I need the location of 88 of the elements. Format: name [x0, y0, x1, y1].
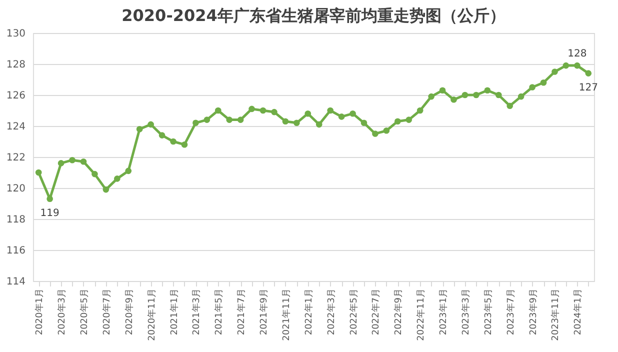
x-tick-label: 2022年9月: [393, 288, 404, 336]
point: [327, 107, 334, 114]
point: [204, 116, 210, 123]
point: [439, 87, 446, 94]
point: [226, 116, 233, 123]
point: [394, 118, 401, 125]
x-tick-label: 2023年5月: [482, 288, 494, 336]
point: [148, 121, 154, 128]
y-tick-label: 122: [6, 152, 26, 164]
x-tick-label: 2022年1月: [303, 288, 314, 336]
point: [158, 132, 166, 138]
point: [450, 96, 457, 103]
point: [125, 168, 132, 174]
point: [338, 114, 345, 120]
y-tick-label: 116: [6, 246, 26, 256]
point: [540, 79, 547, 86]
point: [518, 93, 524, 100]
x-tick-label: 2021年11月: [280, 288, 292, 341]
point: [114, 176, 120, 182]
point: [406, 116, 412, 123]
point: [562, 62, 570, 69]
y-tick-label: 124: [6, 122, 26, 132]
point: [92, 170, 98, 178]
point: [58, 160, 64, 166]
point: [574, 62, 580, 69]
point: [69, 156, 76, 164]
point: [237, 116, 244, 123]
point: [170, 138, 176, 145]
point: [552, 68, 558, 75]
point: [136, 126, 143, 132]
x-tick-label: 2020年7月: [101, 288, 112, 336]
y-tick-label: 118: [6, 214, 26, 226]
point: [214, 107, 222, 114]
x-tick-label: 2023年1月: [438, 288, 450, 336]
x-tick-label: 2020年9月: [124, 288, 135, 336]
data-label: 127: [578, 82, 598, 94]
point: [462, 92, 468, 98]
point: [416, 107, 424, 114]
x-tick-label: 2023年9月: [528, 288, 539, 336]
point: [585, 70, 592, 76]
x-tick-label: 2020年11月: [146, 288, 158, 341]
point: [428, 93, 434, 100]
x-tick-label: 2023年11月: [550, 288, 562, 341]
point: [529, 84, 536, 90]
point: [80, 158, 87, 165]
x-tick-label: 2020年5月: [78, 288, 90, 336]
x-tick-label: 2021年9月: [258, 288, 270, 336]
x-tick-label: 2023年3月: [460, 288, 472, 336]
x-tick-label: 2022年5月: [348, 288, 360, 336]
point: [102, 186, 110, 193]
point: [271, 108, 278, 116]
point: [260, 107, 266, 114]
point: [473, 92, 480, 98]
point: [248, 106, 255, 112]
point: [350, 110, 356, 117]
x-tick-label: 2024年1月: [572, 288, 584, 336]
y-tick-label: 128: [6, 60, 26, 70]
x-tick-label: 2021年5月: [214, 288, 225, 336]
y-tick-label: 130: [6, 28, 26, 40]
x-tick-label: 2021年7月: [236, 288, 248, 336]
point: [506, 102, 514, 110]
point: [294, 120, 300, 126]
y-tick-label: 126: [6, 90, 26, 102]
x-tick-label: 2022年3月: [326, 288, 337, 336]
x-tick-label: 2023年7月: [505, 288, 516, 336]
chart-title: 2020-2024年广东省生猪屠宰前均重走势图（公斤）: [122, 6, 506, 25]
x-tick-label: 2021年1月: [168, 288, 180, 336]
x-tick-label: 2020年3月: [56, 288, 68, 336]
data-label: 128: [568, 48, 587, 60]
point: [46, 196, 53, 202]
x-tick-label: 2022年11月: [416, 288, 427, 341]
point: [372, 130, 378, 137]
y-tick-label: 120: [6, 184, 26, 194]
x-tick-label: 2020年1月: [34, 288, 46, 336]
point: [484, 87, 491, 94]
x-tick-label: 2022年7月: [370, 288, 382, 336]
y-tick-label: 114: [6, 276, 26, 288]
point: [383, 127, 390, 134]
point: [316, 121, 322, 128]
point: [35, 169, 42, 176]
point: [360, 120, 368, 126]
data-label: 119: [40, 208, 60, 219]
point: [282, 118, 289, 125]
x-tick-label: 2021年3月: [191, 288, 202, 336]
point: [181, 141, 188, 148]
point: [304, 110, 312, 117]
point: [192, 120, 199, 126]
point: [495, 92, 502, 98]
